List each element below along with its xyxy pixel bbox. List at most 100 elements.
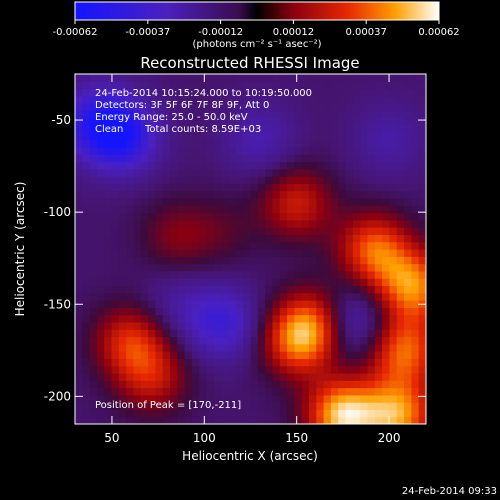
heatmap-cell [396,409,405,418]
heatmap-cell [367,74,376,82]
heatmap-cell [199,132,208,141]
heatmap-cell [338,190,347,199]
heatmap-cell [272,146,281,155]
y-axis-label: Heliocentric Y (arcsec) [13,182,27,317]
heatmap-cell [221,256,230,265]
heatmap-cell [250,183,259,192]
heatmap-cell [111,402,120,411]
heatmap-cell [404,278,412,287]
heatmap-cell [389,365,398,374]
heatmap-cell [192,416,200,424]
heatmap-cell [404,74,412,82]
heatmap-cell [133,365,142,374]
heatmap-cell [257,256,266,265]
heatmap-cell [96,103,105,112]
heatmap-cell [213,336,222,345]
heatmap-cell [345,117,354,126]
heatmap-cell [411,88,420,97]
heatmap-cell [82,132,91,141]
heatmap-cell [118,292,127,301]
heatmap-cell [104,394,113,403]
heatmap-cell [213,146,222,155]
heatmap-cell [396,110,405,119]
heatmap-cell [148,241,157,250]
heatmap-cell [199,139,208,148]
heatmap-cell [272,125,281,133]
heatmap-cell [367,103,376,112]
heatmap-cell [221,176,230,184]
heatmap-cell [213,329,222,338]
heatmap-cell [148,125,157,133]
heatmap-cell [228,256,237,265]
heatmap-cell [257,336,266,345]
heatmap-cell [177,183,186,192]
heatmap-cell [192,146,200,155]
heatmap-cell [257,321,266,330]
heatmap-cell [89,74,98,82]
heatmap-cell [396,321,405,330]
heatmap-cell [411,197,420,206]
heatmap-cell [287,292,295,301]
heatmap-cell [330,219,339,228]
heatmap-cell [75,380,83,389]
heatmap-cell [243,343,252,352]
heatmap-cell [265,95,274,104]
heatmap-cell [221,329,230,338]
heatmap-cell [418,409,426,418]
heatmap-cell [118,256,127,265]
heatmap-cell [367,176,376,184]
heatmap-cell [140,263,149,272]
heatmap-cell [228,351,237,359]
heatmap-cell [352,190,361,199]
heatmap-cell [323,81,332,90]
heatmap-cell [104,227,113,236]
heatmap-cell [404,307,412,316]
heatmap-cell [177,256,186,265]
heatmap-cell [396,387,405,396]
heatmap-cell [257,103,266,112]
heatmap-cell [133,351,142,359]
heatmap-cell [330,74,339,82]
heatmap-cell [330,183,339,192]
heatmap-cell [338,256,347,265]
heatmap-cell [192,81,200,90]
heatmap-cell [330,139,339,148]
heatmap-cell [126,74,135,82]
heatmap-cell [155,110,164,119]
heatmap-cell [104,117,113,126]
heatmap-cell [250,176,259,184]
heatmap-cell [345,103,354,112]
heatmap-cell [257,88,266,97]
heatmap-cell [184,300,193,308]
heatmap-cell [148,74,157,82]
heatmap-cell [184,278,193,287]
heatmap-cell [250,321,259,330]
heatmap-cell [111,300,120,308]
heatmap-cell [199,249,208,257]
heatmap-cell [330,256,339,265]
heatmap-cell [126,285,135,294]
heatmap-cell [221,168,230,177]
heatmap-cell [104,197,113,206]
heatmap-cell [177,176,186,184]
heatmap-cell [272,205,281,214]
heatmap-cell [148,227,157,236]
heatmap-cell [162,95,171,104]
heatmap-cell [294,88,303,97]
heatmap-cell [272,314,281,323]
heatmap-cell [323,146,332,155]
heatmap-cell [162,161,171,170]
heatmap-cell [316,329,325,338]
heatmap-cell [213,263,222,272]
heatmap-cell [111,103,120,112]
heatmap-cell [192,139,200,148]
heatmap-cell [404,197,412,206]
heatmap-cell [75,227,83,236]
heatmap-cell [257,161,266,170]
heatmap-cell [411,307,420,316]
heatmap-cell [294,329,303,338]
heatmap-cell [213,183,222,192]
heatmap-cell [213,256,222,265]
heatmap-cell [155,380,164,389]
heatmap-cell [104,278,113,287]
